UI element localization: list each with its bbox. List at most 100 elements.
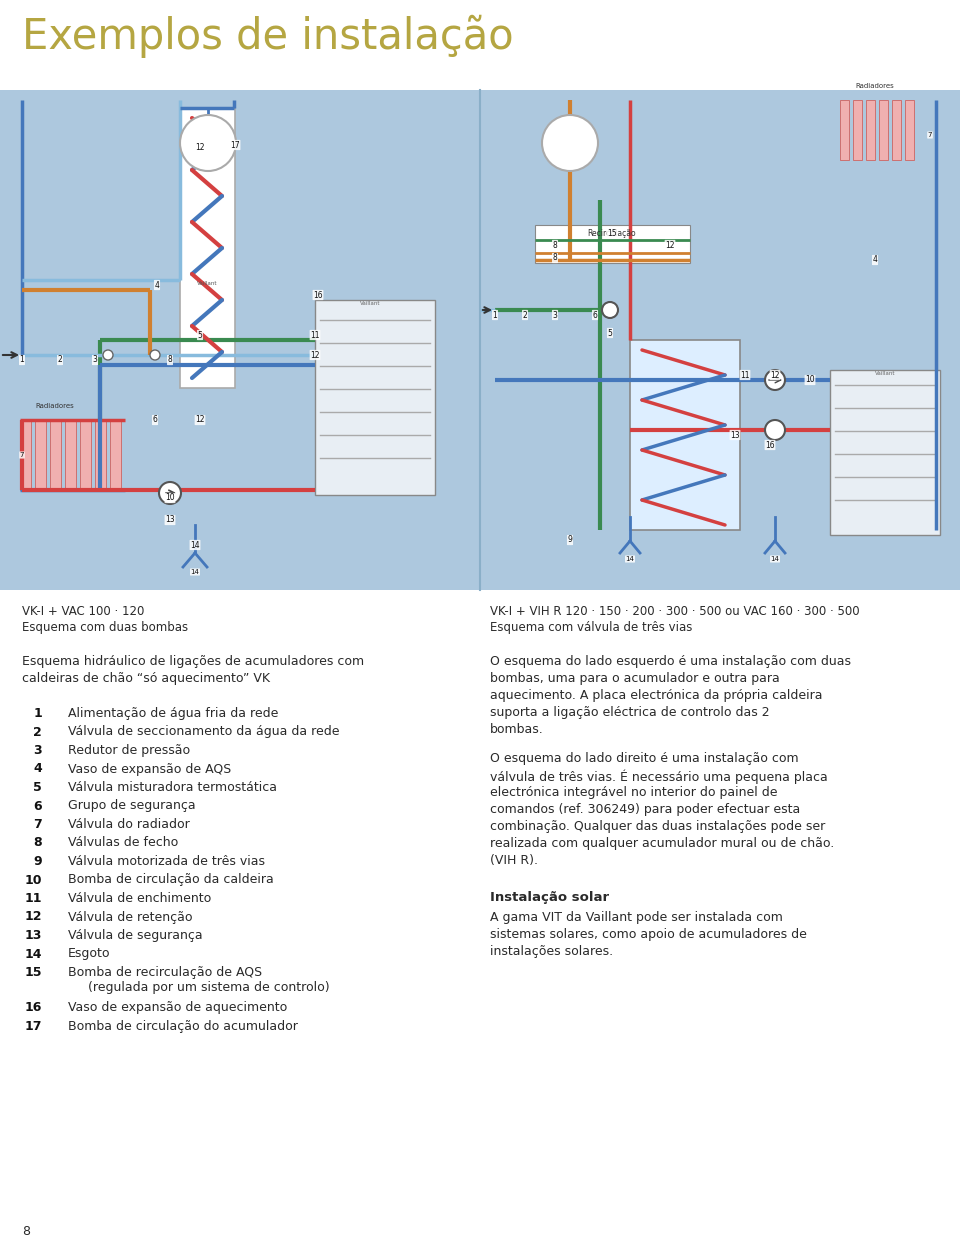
Text: 6: 6	[153, 416, 157, 425]
Text: 11: 11	[740, 371, 750, 380]
Text: Radiadores: Radiadores	[36, 403, 74, 410]
Text: Esquema com válvula de três vias: Esquema com válvula de três vias	[490, 621, 692, 634]
Text: 16: 16	[313, 290, 323, 300]
Text: 17: 17	[25, 1020, 42, 1032]
Text: Radiadores: Radiadores	[855, 83, 895, 88]
Text: 14: 14	[191, 569, 200, 575]
Bar	[0, 90, 960, 590]
Text: 14: 14	[190, 540, 200, 549]
Bar	[892, 100, 901, 161]
Text: 13: 13	[731, 431, 740, 439]
Bar	[315, 300, 435, 496]
Bar	[830, 370, 940, 535]
Text: electrónica integrável no interior do painel de: electrónica integrável no interior do pa…	[490, 786, 778, 799]
Bar	[535, 225, 690, 263]
Text: Vaso de expansão de aquecimento: Vaso de expansão de aquecimento	[68, 1001, 287, 1015]
Text: Vaso de expansão de AQS: Vaso de expansão de AQS	[68, 762, 231, 776]
Text: Válvula de enchimento: Válvula de enchimento	[68, 891, 211, 905]
Text: 15: 15	[607, 229, 617, 238]
Text: 13: 13	[165, 515, 175, 524]
Text: Grupo de segurança: Grupo de segurança	[68, 799, 196, 813]
Text: 12: 12	[195, 143, 204, 152]
Text: válvula de três vias. É necessário uma pequena placa: válvula de três vias. É necessário uma p…	[490, 769, 828, 783]
Text: Válvula de segurança: Válvula de segurança	[68, 929, 203, 942]
Text: 6: 6	[592, 310, 597, 320]
Text: Recirculação: Recirculação	[588, 229, 636, 238]
Text: 12: 12	[770, 371, 780, 380]
Text: 8: 8	[553, 254, 558, 263]
Circle shape	[765, 370, 785, 390]
Text: 14: 14	[626, 557, 635, 561]
Text: Válvula do radiador: Válvula do radiador	[68, 818, 190, 830]
Text: 11: 11	[310, 330, 320, 340]
Text: O esquema do lado direito é uma instalação com: O esquema do lado direito é uma instalaç…	[490, 752, 799, 764]
Text: 1: 1	[19, 356, 24, 365]
Text: Bomba de circulação do acumulador: Bomba de circulação do acumulador	[68, 1020, 298, 1032]
Text: bombas.: bombas.	[490, 723, 543, 736]
Text: 11: 11	[25, 891, 42, 905]
Text: (VIH R).: (VIH R).	[490, 854, 538, 867]
Text: 12: 12	[665, 240, 675, 249]
Text: 6: 6	[34, 799, 42, 813]
Bar	[630, 340, 740, 530]
Text: 4: 4	[155, 280, 159, 290]
Text: Vaillant: Vaillant	[360, 301, 380, 306]
Text: realizada com qualquer acumulador mural ou de chão.: realizada com qualquer acumulador mural …	[490, 837, 834, 850]
Text: Vaillant: Vaillant	[875, 371, 896, 376]
Bar	[905, 100, 914, 161]
Text: 13: 13	[25, 929, 42, 942]
Text: 2: 2	[522, 310, 527, 320]
Bar	[866, 100, 875, 161]
Text: Bomba de circulação da caldeira: Bomba de circulação da caldeira	[68, 874, 274, 886]
Text: 10: 10	[805, 376, 815, 385]
Bar	[879, 100, 888, 161]
Text: VK-I + VIH R 120 · 150 · 200 · 300 · 500 ou VAC 160 · 300 · 500: VK-I + VIH R 120 · 150 · 200 · 300 · 500…	[490, 605, 859, 618]
Text: Válvula misturadora termostática: Válvula misturadora termostática	[68, 781, 277, 794]
Text: 5: 5	[34, 781, 42, 794]
Text: Esgoto: Esgoto	[68, 947, 110, 960]
Text: 12: 12	[310, 351, 320, 360]
Text: 2: 2	[58, 356, 62, 365]
Bar	[50, 420, 61, 491]
Text: 16: 16	[25, 1001, 42, 1015]
Text: Válvula motorizada de três vias: Válvula motorizada de três vias	[68, 855, 265, 868]
Text: Esquema com duas bombas: Esquema com duas bombas	[22, 621, 188, 634]
Text: 1: 1	[34, 707, 42, 720]
Text: sistemas solares, como apoio de acumuladores de: sistemas solares, como apoio de acumulad…	[490, 928, 806, 941]
Circle shape	[180, 115, 236, 171]
Text: 4: 4	[34, 762, 42, 776]
Text: Válvula de retenção: Válvula de retenção	[68, 910, 193, 924]
Text: Esquema hidráulico de ligações de acumuladores com
caldeiras de chão “só aquecim: Esquema hidráulico de ligações de acumul…	[22, 655, 364, 685]
Text: 12: 12	[195, 416, 204, 425]
Text: 3: 3	[92, 356, 97, 365]
Text: Instalação solar: Instalação solar	[490, 891, 610, 904]
Text: 9: 9	[567, 535, 572, 544]
Text: 3: 3	[553, 310, 558, 320]
Text: 15: 15	[25, 966, 42, 979]
Circle shape	[765, 420, 785, 439]
Text: A gama VIT da Vaillant pode ser instalada com: A gama VIT da Vaillant pode ser instalad…	[490, 911, 782, 924]
Bar	[110, 420, 121, 491]
Text: 5: 5	[198, 330, 203, 340]
Text: 10: 10	[25, 874, 42, 886]
Text: comandos (ref. 306249) para poder efectuar esta: comandos (ref. 306249) para poder efectu…	[490, 803, 801, 815]
Text: aquecimento. A placa electrónica da própria caldeira: aquecimento. A placa electrónica da próp…	[490, 688, 823, 702]
Text: 8: 8	[34, 837, 42, 849]
Text: O esquema do lado esquerdo é uma instalação com duas: O esquema do lado esquerdo é uma instala…	[490, 655, 851, 669]
Bar	[840, 100, 849, 161]
Circle shape	[103, 350, 113, 360]
Text: instalações solares.: instalações solares.	[490, 945, 613, 957]
Text: 8: 8	[168, 356, 173, 365]
Bar	[853, 100, 862, 161]
Text: 4: 4	[873, 255, 877, 264]
Text: bombas, uma para o acumulador e outra para: bombas, uma para o acumulador e outra pa…	[490, 672, 780, 685]
Circle shape	[542, 115, 598, 171]
Circle shape	[602, 303, 618, 317]
Text: 12: 12	[25, 910, 42, 924]
Bar	[95, 420, 106, 491]
Text: Exemplos de instalação: Exemplos de instalação	[22, 15, 514, 59]
Text: Bomba de recirculação de AQS
     (regulada por um sistema de controlo): Bomba de recirculação de AQS (regulada p…	[68, 966, 329, 994]
Text: 7: 7	[34, 818, 42, 830]
Text: 8: 8	[553, 240, 558, 249]
Circle shape	[159, 482, 181, 504]
